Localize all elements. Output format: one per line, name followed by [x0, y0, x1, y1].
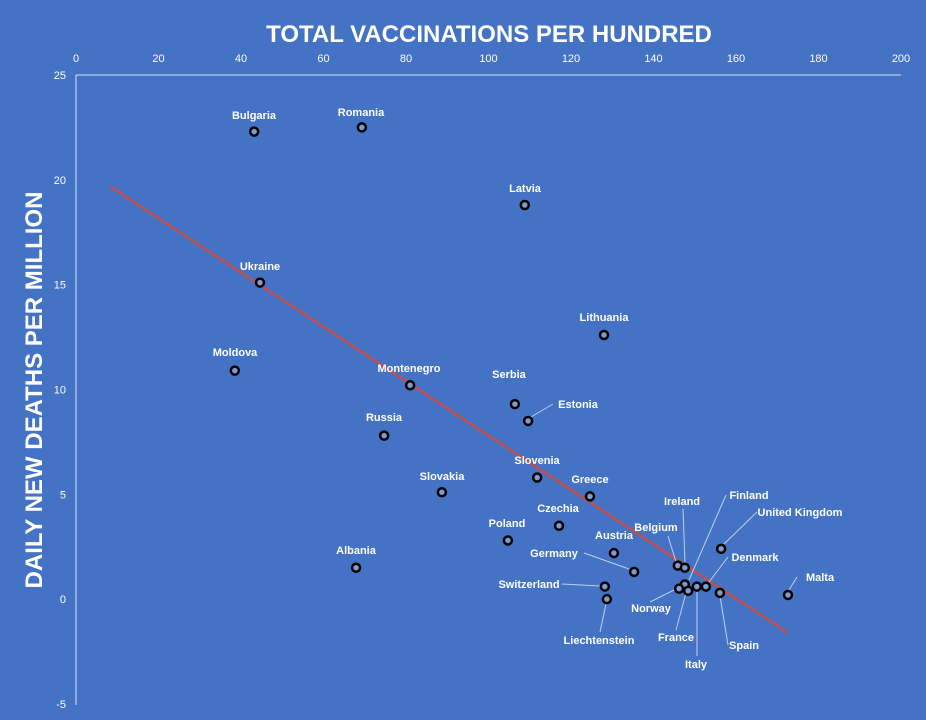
leader-line-estonia — [530, 403, 554, 418]
data-point-russia — [378, 430, 390, 441]
data-point-denmark — [700, 581, 712, 592]
data-label-ukraine: Ukraine — [240, 261, 280, 273]
data-point-estonia — [522, 415, 534, 427]
data-point-slovenia — [531, 472, 543, 483]
data-label-ireland: Ireland — [664, 496, 700, 508]
x-tick-label: 200 — [892, 53, 910, 65]
leader-line-france — [675, 592, 687, 631]
x-tick-label: 180 — [809, 53, 827, 65]
data-point-slovakia — [436, 486, 448, 498]
x-tick-label: 0 — [73, 53, 79, 65]
data-label-estonia: Estonia — [558, 399, 599, 411]
data-point-germany — [628, 566, 640, 578]
data-label-slovakia: Slovakia — [420, 471, 466, 483]
leader-line-spain — [719, 595, 729, 646]
y-tick-label: 20 — [54, 175, 66, 187]
data-label-denmark: Denmark — [731, 552, 779, 564]
data-label-germany: Germany — [530, 548, 579, 560]
chart-title: TOTAL VACCINATIONS PER HUNDRED — [266, 21, 712, 48]
data-label-spain: Spain — [729, 640, 759, 652]
data-label-lithuania: Lithuania — [580, 312, 630, 324]
leader-line-united-kingdom — [723, 511, 758, 545]
leader-line-finland — [688, 494, 727, 581]
data-label-greece: Greece — [571, 474, 608, 486]
data-label-norway: Norway — [631, 603, 672, 615]
y-tick-label: 25 — [54, 70, 66, 82]
leader-line-denmark — [708, 556, 729, 583]
data-point-malta — [782, 589, 794, 601]
data-label-finland: Finland — [729, 490, 768, 502]
data-label-bulgaria: Bulgaria — [232, 110, 277, 122]
data-point-ireland — [679, 562, 691, 573]
data-point-switzerland — [599, 581, 611, 592]
data-point-ukraine — [254, 277, 266, 288]
data-point-norway — [673, 583, 685, 594]
data-point-poland — [502, 535, 514, 546]
data-label-latvia: Latvia — [509, 183, 542, 195]
data-point-spain — [714, 587, 726, 599]
leader-line-norway — [649, 588, 677, 603]
data-point-austria — [608, 547, 620, 559]
x-tick-label: 80 — [400, 53, 412, 65]
data-label-romania: Romania — [338, 107, 385, 119]
data-point-greece — [584, 491, 596, 502]
data-point-romania — [356, 122, 368, 133]
data-label-united-kingdom: United Kingdom — [758, 507, 843, 519]
data-point-serbia — [509, 398, 521, 410]
data-point-czechia — [553, 520, 565, 532]
y-axis-title: DAILY NEW DEATHS PER MILLION — [21, 192, 48, 589]
data-point-france — [682, 585, 694, 597]
data-point-bulgaria — [248, 126, 260, 137]
data-point-liechtenstein — [601, 593, 613, 605]
y-tick-label: -5 — [56, 699, 66, 711]
data-label-italy: Italy — [685, 659, 708, 671]
x-tick-label: 100 — [479, 53, 497, 65]
data-label-albania: Albania — [336, 545, 377, 557]
x-tick-label: 140 — [644, 53, 662, 65]
y-tick-label: 10 — [54, 385, 66, 397]
leader-line-switzerland — [561, 583, 601, 587]
data-label-czechia: Czechia — [537, 503, 579, 515]
data-label-russia: Russia — [366, 412, 403, 424]
x-tick-label: 60 — [317, 53, 329, 65]
data-point-italy — [691, 581, 703, 592]
y-tick-label: 0 — [60, 594, 66, 606]
x-tick-label: 120 — [562, 53, 580, 65]
leader-line-liechtenstein — [599, 603, 607, 633]
leader-line-ireland — [682, 508, 686, 564]
leader-line-malta — [788, 576, 798, 591]
x-tick-label: 40 — [235, 53, 247, 65]
data-label-belgium: Belgium — [634, 522, 678, 534]
data-point-united-kingdom — [715, 543, 727, 555]
data-label-serbia: Serbia — [492, 369, 527, 381]
x-tick-label: 20 — [152, 53, 164, 65]
data-point-lithuania — [598, 329, 610, 341]
y-tick-label: 15 — [54, 280, 66, 292]
data-label-switzerland: Switzerland — [498, 579, 559, 591]
leader-line-belgium — [667, 535, 677, 563]
leader-line-germany — [583, 552, 630, 570]
data-label-poland: Poland — [489, 518, 526, 530]
x-tick-label: 160 — [727, 53, 745, 65]
data-label-austria: Austria — [595, 530, 634, 542]
data-point-latvia — [519, 199, 531, 211]
data-label-france: France — [658, 632, 694, 644]
data-point-albania — [350, 562, 362, 573]
data-label-liechtenstein: Liechtenstein — [564, 635, 635, 647]
data-label-montenegro: Montenegro — [378, 363, 441, 375]
data-label-malta: Malta — [806, 572, 835, 584]
data-label-moldova: Moldova — [213, 347, 258, 359]
data-point-moldova — [229, 365, 241, 376]
data-point-montenegro — [404, 380, 416, 391]
y-tick-label: 5 — [60, 489, 66, 501]
data-label-slovenia: Slovenia — [514, 455, 560, 467]
